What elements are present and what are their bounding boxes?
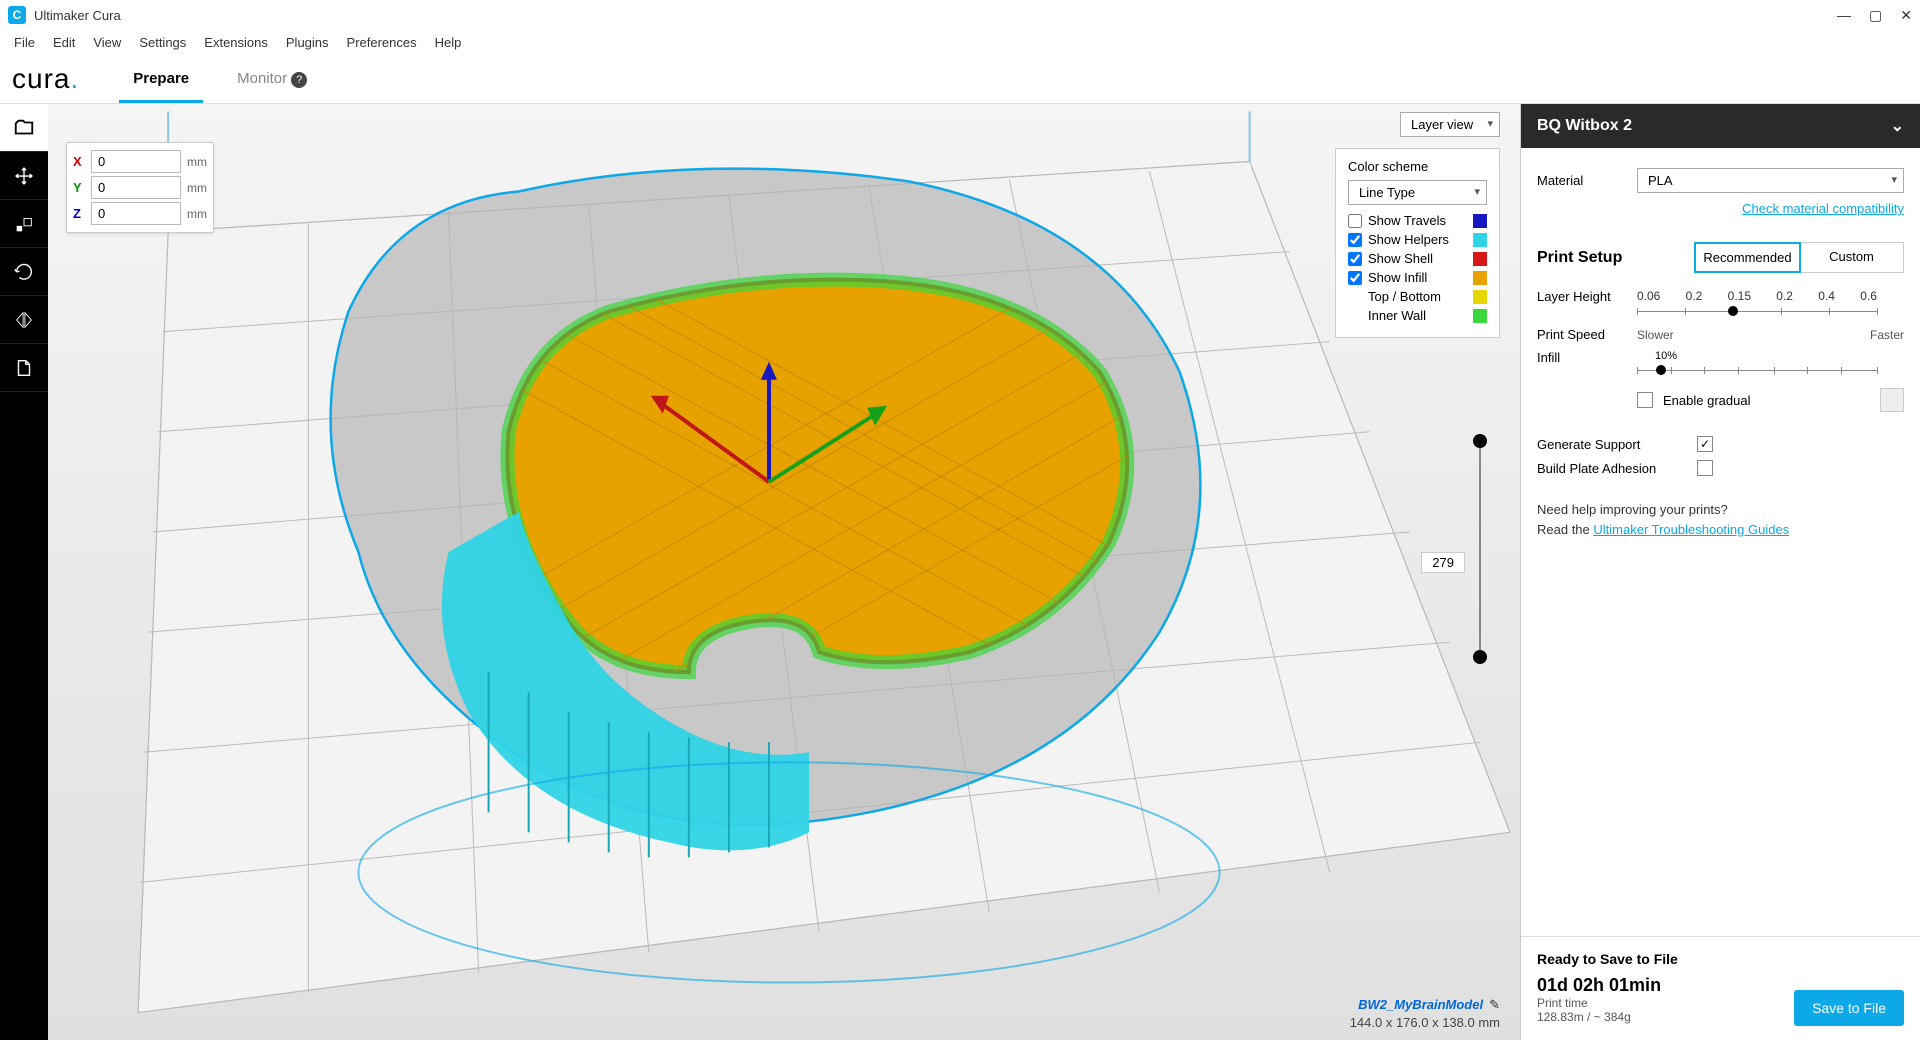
mirror-tool[interactable] — [0, 296, 48, 344]
pos-z-input[interactable] — [91, 202, 181, 225]
print-speed-label: Print Speed — [1537, 327, 1637, 342]
layer-value: 279 — [1421, 552, 1465, 573]
adhesion-checkbox[interactable] — [1697, 460, 1713, 476]
menu-settings[interactable]: Settings — [131, 33, 194, 52]
setup-recommended-tab[interactable]: Recommended — [1694, 242, 1801, 273]
move-tool[interactable] — [0, 152, 48, 200]
legend-swatch-2 — [1473, 252, 1487, 266]
model-name: BW2_MyBrainModel — [1358, 997, 1483, 1012]
rename-icon[interactable]: ✎ — [1489, 997, 1500, 1012]
troubleshooting-link[interactable]: Ultimaker Troubleshooting Guides — [1593, 522, 1789, 537]
support-checkbox[interactable]: ✓ — [1697, 436, 1713, 452]
material-compat-link[interactable]: Check material compatibility — [1742, 201, 1904, 216]
legend-check-2[interactable] — [1348, 252, 1362, 266]
enable-gradual-checkbox[interactable] — [1637, 392, 1653, 408]
legend-label-4: Top / Bottom — [1368, 289, 1441, 304]
menu-file[interactable]: File — [6, 33, 43, 52]
material-label: Material — [1537, 173, 1637, 188]
material-select[interactable]: PLA — [1637, 168, 1904, 193]
ready-status: Ready to Save to File — [1537, 951, 1904, 967]
menu-help[interactable]: Help — [427, 33, 470, 52]
menu-plugins[interactable]: Plugins — [278, 33, 337, 52]
app-icon: C — [8, 6, 26, 24]
legend-swatch-0 — [1473, 214, 1487, 228]
legend-swatch-5 — [1473, 309, 1487, 323]
chevron-down-icon: ⌄ — [1891, 116, 1904, 136]
per-model-tool[interactable] — [0, 344, 48, 392]
axis-x-label: X — [73, 154, 85, 169]
model-dimensions: 144.0 x 176.0 x 138.0 mm — [1350, 1015, 1500, 1030]
infill-slider[interactable] — [1637, 362, 1877, 378]
menu-preferences[interactable]: Preferences — [339, 33, 425, 52]
help-text: Need help improving your prints? — [1537, 500, 1904, 520]
layer-height-label: Layer Height — [1537, 289, 1637, 304]
legend-label-3: Show Infill — [1368, 270, 1427, 285]
legend-swatch-1 — [1473, 233, 1487, 247]
legend-swatch-3 — [1473, 271, 1487, 285]
color-scheme-title: Color scheme — [1348, 159, 1487, 174]
view-mode-select[interactable]: Layer view — [1400, 112, 1500, 137]
menu-bar: File Edit View Settings Extensions Plugi… — [0, 30, 1920, 54]
layer-height-slider[interactable] — [1637, 303, 1877, 319]
close-icon[interactable]: ✕ — [1900, 7, 1912, 24]
legend-label-2: Show Shell — [1368, 251, 1433, 266]
infill-percent: 10% — [1655, 350, 1904, 362]
pos-x-input[interactable] — [91, 150, 181, 173]
adhesion-label: Build Plate Adhesion — [1537, 461, 1697, 476]
setup-custom-tab[interactable]: Custom — [1800, 243, 1903, 272]
minimize-icon[interactable]: — — [1837, 7, 1851, 24]
legend-label-5: Inner Wall — [1368, 308, 1426, 323]
legend-check-0[interactable] — [1348, 214, 1362, 228]
pos-y-input[interactable] — [91, 176, 181, 199]
infill-label: Infill — [1537, 350, 1637, 365]
scene-3d — [48, 104, 1520, 1040]
cura-logo: cura. — [12, 63, 79, 95]
infill-pattern-icon[interactable] — [1880, 388, 1904, 412]
window-title: Ultimaker Cura — [34, 8, 121, 23]
axis-z-label: Z — [73, 206, 85, 221]
support-label: Generate Support — [1537, 437, 1697, 452]
rotate-tool[interactable] — [0, 248, 48, 296]
translate-panel: Xmm Ymm Zmm — [66, 142, 214, 233]
tool-rail — [0, 104, 48, 1040]
legend-label-1: Show Helpers — [1368, 232, 1449, 247]
menu-edit[interactable]: Edit — [45, 33, 83, 52]
maximize-icon[interactable]: ▢ — [1869, 7, 1882, 24]
legend-check-3[interactable] — [1348, 271, 1362, 285]
printer-header[interactable]: BQ Witbox 2 ⌄ — [1521, 104, 1920, 148]
print-setup-title: Print Setup — [1537, 249, 1622, 267]
legend-check-1[interactable] — [1348, 233, 1362, 247]
menu-extensions[interactable]: Extensions — [196, 33, 276, 52]
axis-y-label: Y — [73, 180, 85, 195]
help-icon: ? — [291, 72, 307, 88]
scale-tool[interactable] — [0, 200, 48, 248]
tab-monitor[interactable]: Monitor? — [233, 56, 311, 102]
color-scheme-select[interactable]: Line Type — [1348, 180, 1487, 205]
legend-swatch-4 — [1473, 290, 1487, 304]
viewport[interactable]: Xmm Ymm Zmm Layer view Color scheme Line… — [48, 104, 1520, 1040]
legend-label-0: Show Travels — [1368, 213, 1446, 228]
menu-view[interactable]: View — [85, 33, 129, 52]
color-scheme-panel: Color scheme Line Type Show Travels Show … — [1335, 148, 1500, 338]
tab-prepare[interactable]: Prepare — [129, 56, 193, 102]
open-file-button[interactable] — [0, 104, 48, 152]
layer-slider[interactable] — [1470, 434, 1490, 664]
save-to-file-button[interactable]: Save to File — [1794, 990, 1904, 1026]
